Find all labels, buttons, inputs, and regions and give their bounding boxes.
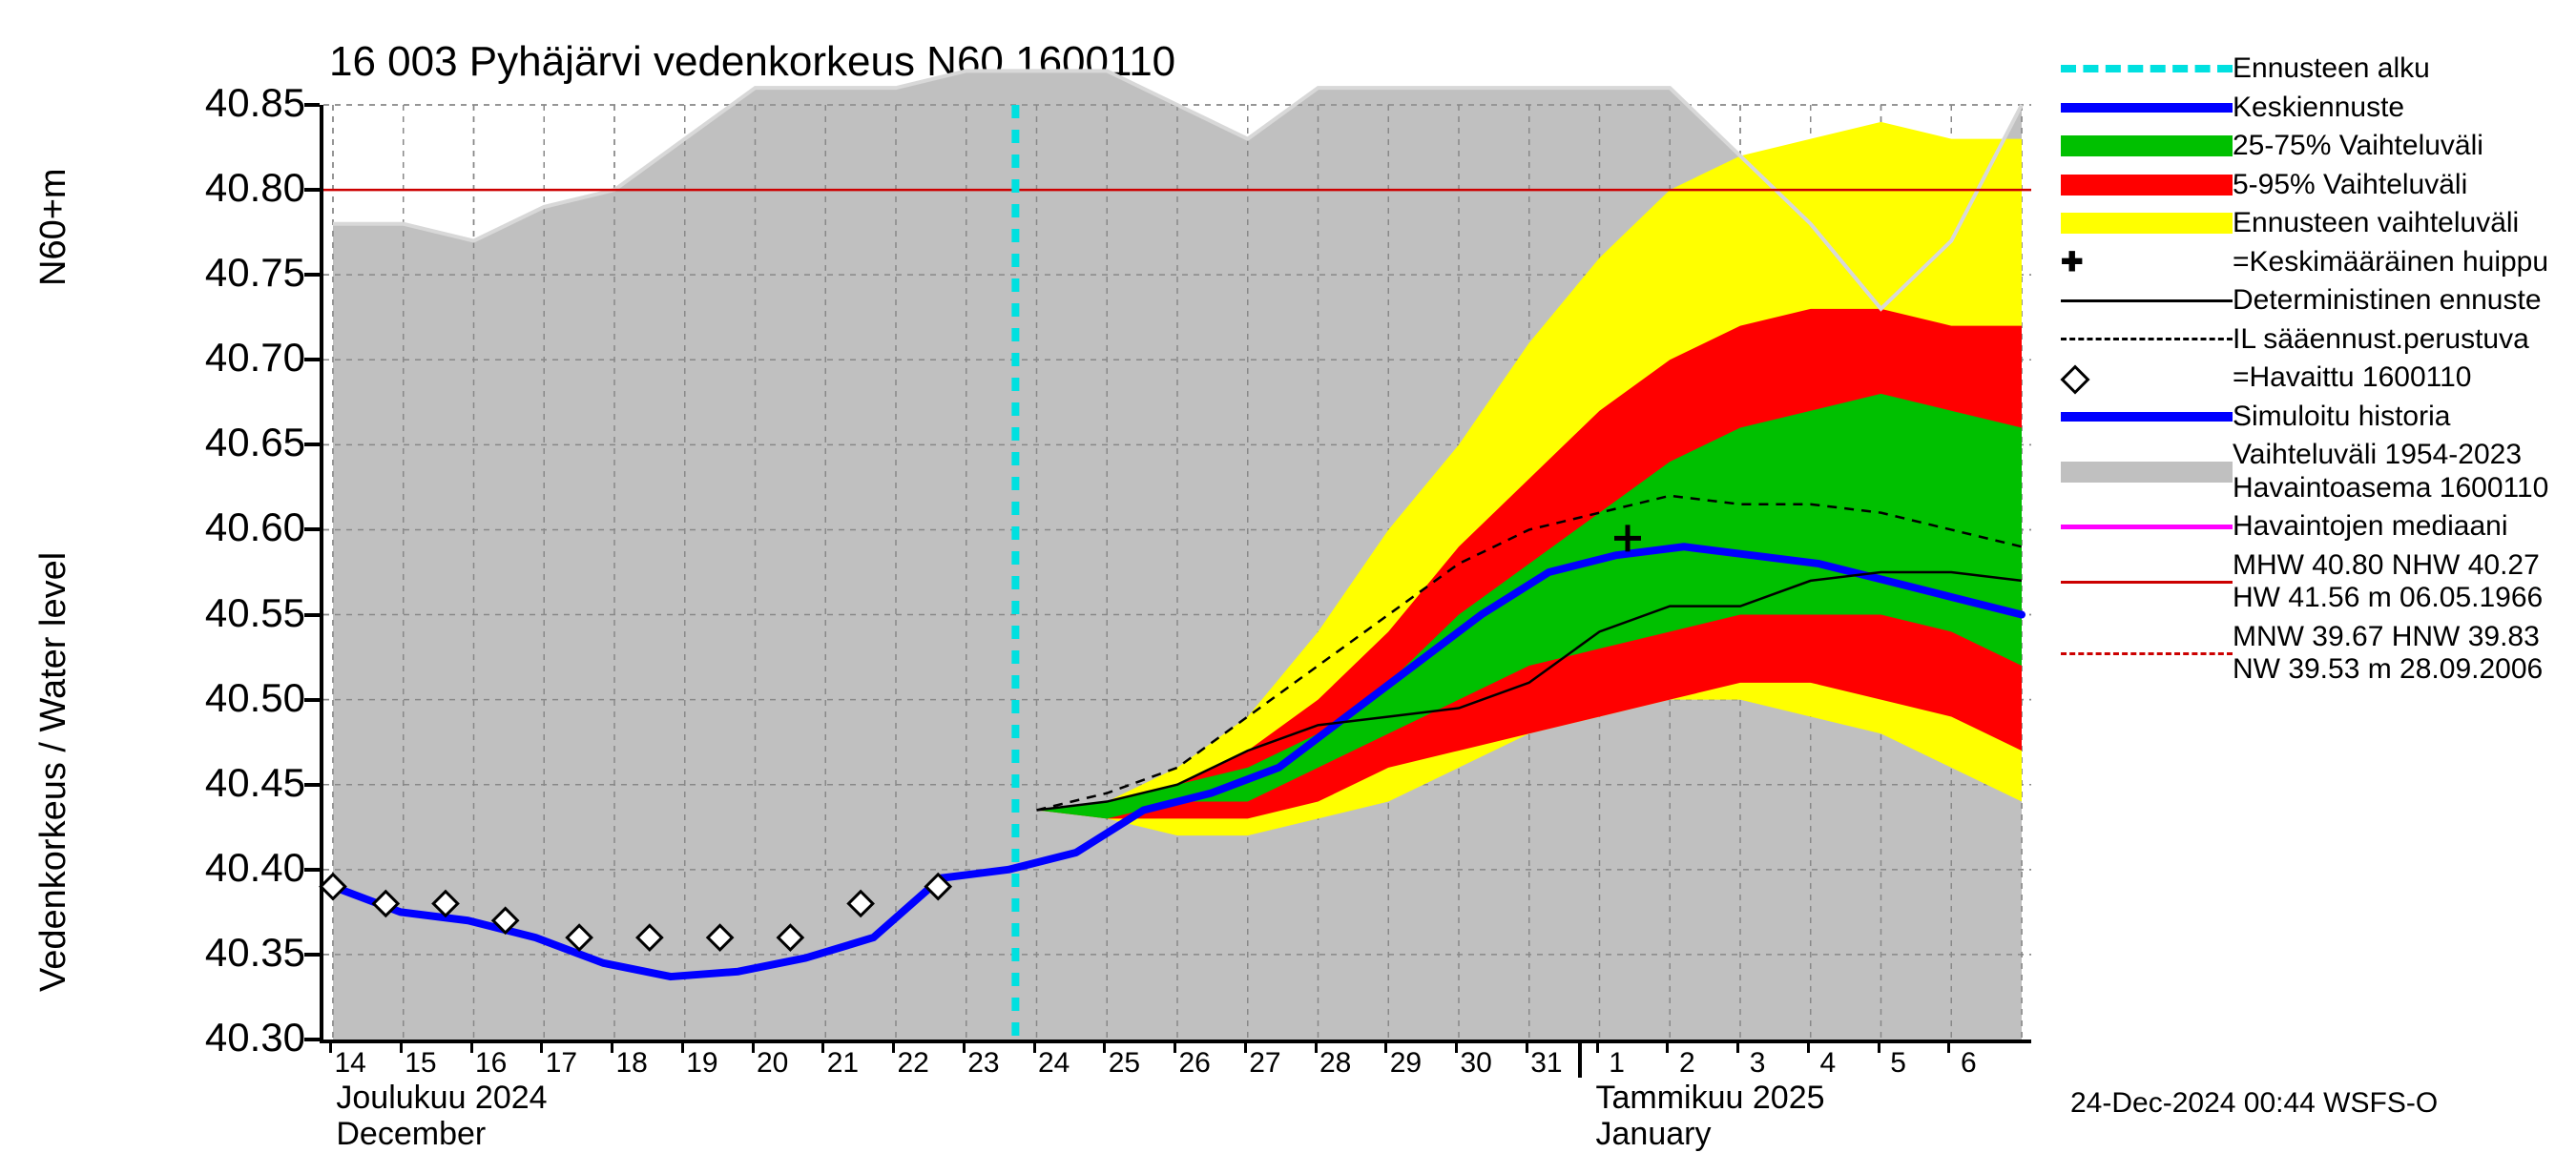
plot-area xyxy=(320,105,2031,1043)
plot-svg xyxy=(323,105,2031,1040)
legend-label: MNW 39.67 HNW 39.83 NW 39.53 m 28.09.200… xyxy=(2233,621,2543,687)
legend-label: =Havaittu 1600110 xyxy=(2233,361,2471,395)
legend-item: 25-75% Vaihteluväli xyxy=(2061,130,2557,163)
x-tick: 25 xyxy=(1109,1047,1140,1080)
x-tick: 6 xyxy=(1961,1047,1977,1080)
x-tick: 2 xyxy=(1679,1047,1695,1080)
x-tick: 1 xyxy=(1609,1047,1625,1080)
legend-item: Ennusteen alku xyxy=(2061,52,2557,86)
x-tick: 21 xyxy=(827,1047,859,1080)
legend-label: Havaintojen mediaani xyxy=(2233,510,2508,544)
legend-label: IL sääennust.perustuva xyxy=(2233,323,2529,357)
x-tick: 24 xyxy=(1038,1047,1070,1080)
x-tick: 27 xyxy=(1249,1047,1280,1080)
x-tick: 31 xyxy=(1530,1047,1562,1080)
legend-label: Simuloitu historia xyxy=(2233,401,2450,434)
y-tick: 40.50 xyxy=(162,675,305,721)
x-tick: 18 xyxy=(615,1047,647,1080)
x-tick: 4 xyxy=(1820,1047,1837,1080)
y-tick: 40.35 xyxy=(162,930,305,976)
x-tick: 16 xyxy=(475,1047,507,1080)
y-tick: 40.85 xyxy=(162,80,305,126)
x-tick: 5 xyxy=(1890,1047,1906,1080)
legend-item: 5-95% Vaihteluväli xyxy=(2061,169,2557,202)
legend-item: MHW 40.80 NHW 40.27 HW 41.56 m 06.05.196… xyxy=(2061,549,2557,615)
legend-label: 25-75% Vaihteluväli xyxy=(2233,130,2483,163)
legend-item: Simuloitu historia xyxy=(2061,401,2557,434)
x-tick: 19 xyxy=(686,1047,717,1080)
y-tick: 40.75 xyxy=(162,250,305,296)
y-axis-label-bottom: Vedenkorkeus / Water level xyxy=(33,552,74,992)
y-tick: 40.55 xyxy=(162,590,305,636)
legend-label: Ennusteen vaihteluväli xyxy=(2233,207,2519,240)
x-tick: 14 xyxy=(334,1047,365,1080)
y-axis-labels: N60+m Vedenkorkeus / Water level xyxy=(43,105,100,1040)
legend-label: 5-95% Vaihteluväli xyxy=(2233,169,2467,202)
y-tick: 40.65 xyxy=(162,420,305,465)
x-tick: 20 xyxy=(757,1047,788,1080)
legend-item: IL sääennust.perustuva xyxy=(2061,323,2557,357)
x-tick: 22 xyxy=(897,1047,928,1080)
legend-item: =Keskimääräinen huippu xyxy=(2061,246,2557,279)
legend-label: =Keskimääräinen huippu xyxy=(2233,246,2548,279)
x-tick: 26 xyxy=(1178,1047,1210,1080)
timestamp: 24-Dec-2024 00:44 WSFS-O xyxy=(2070,1087,2438,1120)
legend-item: Vaihteluväli 1954-2023 Havaintoasema 160… xyxy=(2061,439,2557,504)
legend-item: Havaintojen mediaani xyxy=(2061,510,2557,544)
chart-container: 16 003 Pyhäjärvi vedenkorkeus N60 160011… xyxy=(0,0,2576,1144)
x-tick: 28 xyxy=(1319,1047,1351,1080)
axis-month-label: Joulukuu 2024 xyxy=(336,1080,547,1117)
legend: Ennusteen alku Keskiennuste 25-75% Vaihtel… xyxy=(2061,52,2557,692)
x-tick: 23 xyxy=(967,1047,999,1080)
legend-label: Keskiennuste xyxy=(2233,92,2404,125)
x-tick: 15 xyxy=(405,1047,436,1080)
legend-item: Deterministinen ennuste xyxy=(2061,284,2557,318)
axis-month-label: Tammikuu 2025 xyxy=(1596,1080,1825,1117)
legend-label: MHW 40.80 NHW 40.27 HW 41.56 m 06.05.196… xyxy=(2233,549,2543,615)
y-tick: 40.30 xyxy=(162,1015,305,1060)
legend-label: Deterministinen ennuste xyxy=(2233,284,2542,318)
legend-item: Ennusteen vaihteluväli xyxy=(2061,207,2557,240)
x-tick: 17 xyxy=(546,1047,577,1080)
legend-item: =Havaittu 1600110 xyxy=(2061,361,2557,395)
legend-label: Vaihteluväli 1954-2023 Havaintoasema 160… xyxy=(2233,439,2548,504)
x-tick: 30 xyxy=(1460,1047,1491,1080)
x-tick: 3 xyxy=(1750,1047,1766,1080)
y-tick: 40.40 xyxy=(162,845,305,891)
legend-item: MNW 39.67 HNW 39.83 NW 39.53 m 28.09.200… xyxy=(2061,621,2557,687)
axis-month-label: December xyxy=(336,1116,486,1153)
legend-item: Keskiennuste xyxy=(2061,92,2557,125)
x-tick: 29 xyxy=(1390,1047,1422,1080)
legend-label: Ennusteen alku xyxy=(2233,52,2430,86)
y-tick: 40.70 xyxy=(162,335,305,381)
y-tick: 40.80 xyxy=(162,165,305,211)
y-axis-label-top: N60+m xyxy=(33,168,74,286)
axis-month-label: January xyxy=(1596,1116,1712,1153)
y-tick: 40.45 xyxy=(162,760,305,806)
y-tick: 40.60 xyxy=(162,504,305,550)
